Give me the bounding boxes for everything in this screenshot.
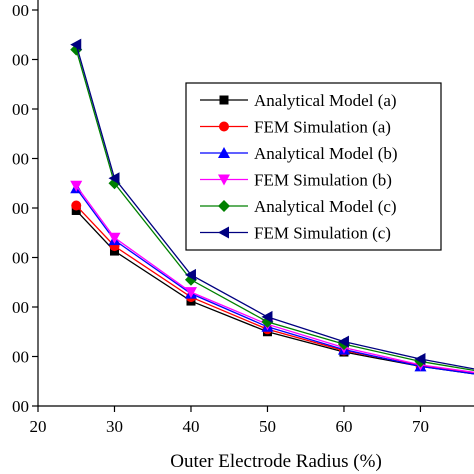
data-point bbox=[108, 232, 121, 244]
legend-marker bbox=[218, 200, 230, 212]
y-tick-label: 00 bbox=[12, 298, 29, 317]
y-tick-label: 00 bbox=[12, 1, 29, 20]
legend: Analytical Model (a) FEM Simulation (a) An… bbox=[185, 82, 442, 251]
series-layer bbox=[70, 38, 474, 375]
legend-marker bbox=[218, 147, 230, 158]
legend-item: FEM Simulation (b) bbox=[200, 171, 392, 190]
y-tick-label: 00 bbox=[12, 249, 29, 268]
y-tick-label: 00 bbox=[12, 199, 29, 218]
data-point bbox=[71, 200, 82, 211]
x-tick-label: 30 bbox=[106, 417, 123, 436]
x-tick-label: 20 bbox=[30, 417, 47, 436]
x-tick-label: 60 bbox=[335, 417, 352, 436]
legend-item: Analytical Model (b) bbox=[200, 144, 398, 163]
legend-item: FEM Simulation (c) bbox=[200, 224, 391, 243]
y-tick-label: 00 bbox=[12, 397, 29, 416]
legend-label: Analytical Model (c) bbox=[254, 197, 397, 216]
data-point bbox=[184, 287, 197, 299]
data-point bbox=[337, 335, 349, 348]
data-point bbox=[108, 172, 120, 185]
legend-label: FEM Simulation (c) bbox=[254, 224, 391, 243]
data-point bbox=[70, 38, 82, 51]
x-tick-label: 50 bbox=[259, 417, 276, 436]
series-6 bbox=[70, 38, 474, 370]
plot-frame bbox=[37, 0, 474, 407]
y-tick-label: 00 bbox=[12, 100, 29, 119]
legend-box bbox=[185, 82, 442, 251]
legend-item: FEM Simulation (a) bbox=[200, 118, 391, 137]
y-tick-label: 00 bbox=[12, 150, 29, 169]
legend-label: Analytical Model (b) bbox=[254, 144, 398, 163]
legend-label: Analytical Model (a) bbox=[254, 91, 397, 110]
x-axis: 20 30 40 50 60 70 bbox=[30, 406, 429, 436]
legend-marker bbox=[219, 95, 229, 105]
legend-label: FEM Simulation (b) bbox=[254, 171, 392, 190]
data-point bbox=[184, 268, 196, 281]
legend-label: FEM Simulation (a) bbox=[254, 118, 391, 137]
legend-marker bbox=[218, 174, 230, 186]
data-point bbox=[414, 352, 426, 365]
y-tick-label: 00 bbox=[12, 51, 29, 70]
x-axis-title: Outer Electrode Radius (%) bbox=[170, 451, 382, 472]
y-tick-label: 00 bbox=[12, 348, 29, 367]
legend-item: Analytical Model (c) bbox=[200, 197, 397, 216]
x-tick-label: 70 bbox=[412, 417, 429, 436]
x-tick-label: 40 bbox=[182, 417, 199, 436]
y-axis: 00 00 00 00 00 00 00 00 00 bbox=[12, 1, 38, 416]
legend-marker bbox=[219, 121, 229, 132]
data-point bbox=[70, 180, 83, 192]
legend-item: Analytical Model (a) bbox=[200, 91, 397, 110]
legend-marker bbox=[218, 226, 229, 239]
data-point bbox=[261, 310, 273, 323]
